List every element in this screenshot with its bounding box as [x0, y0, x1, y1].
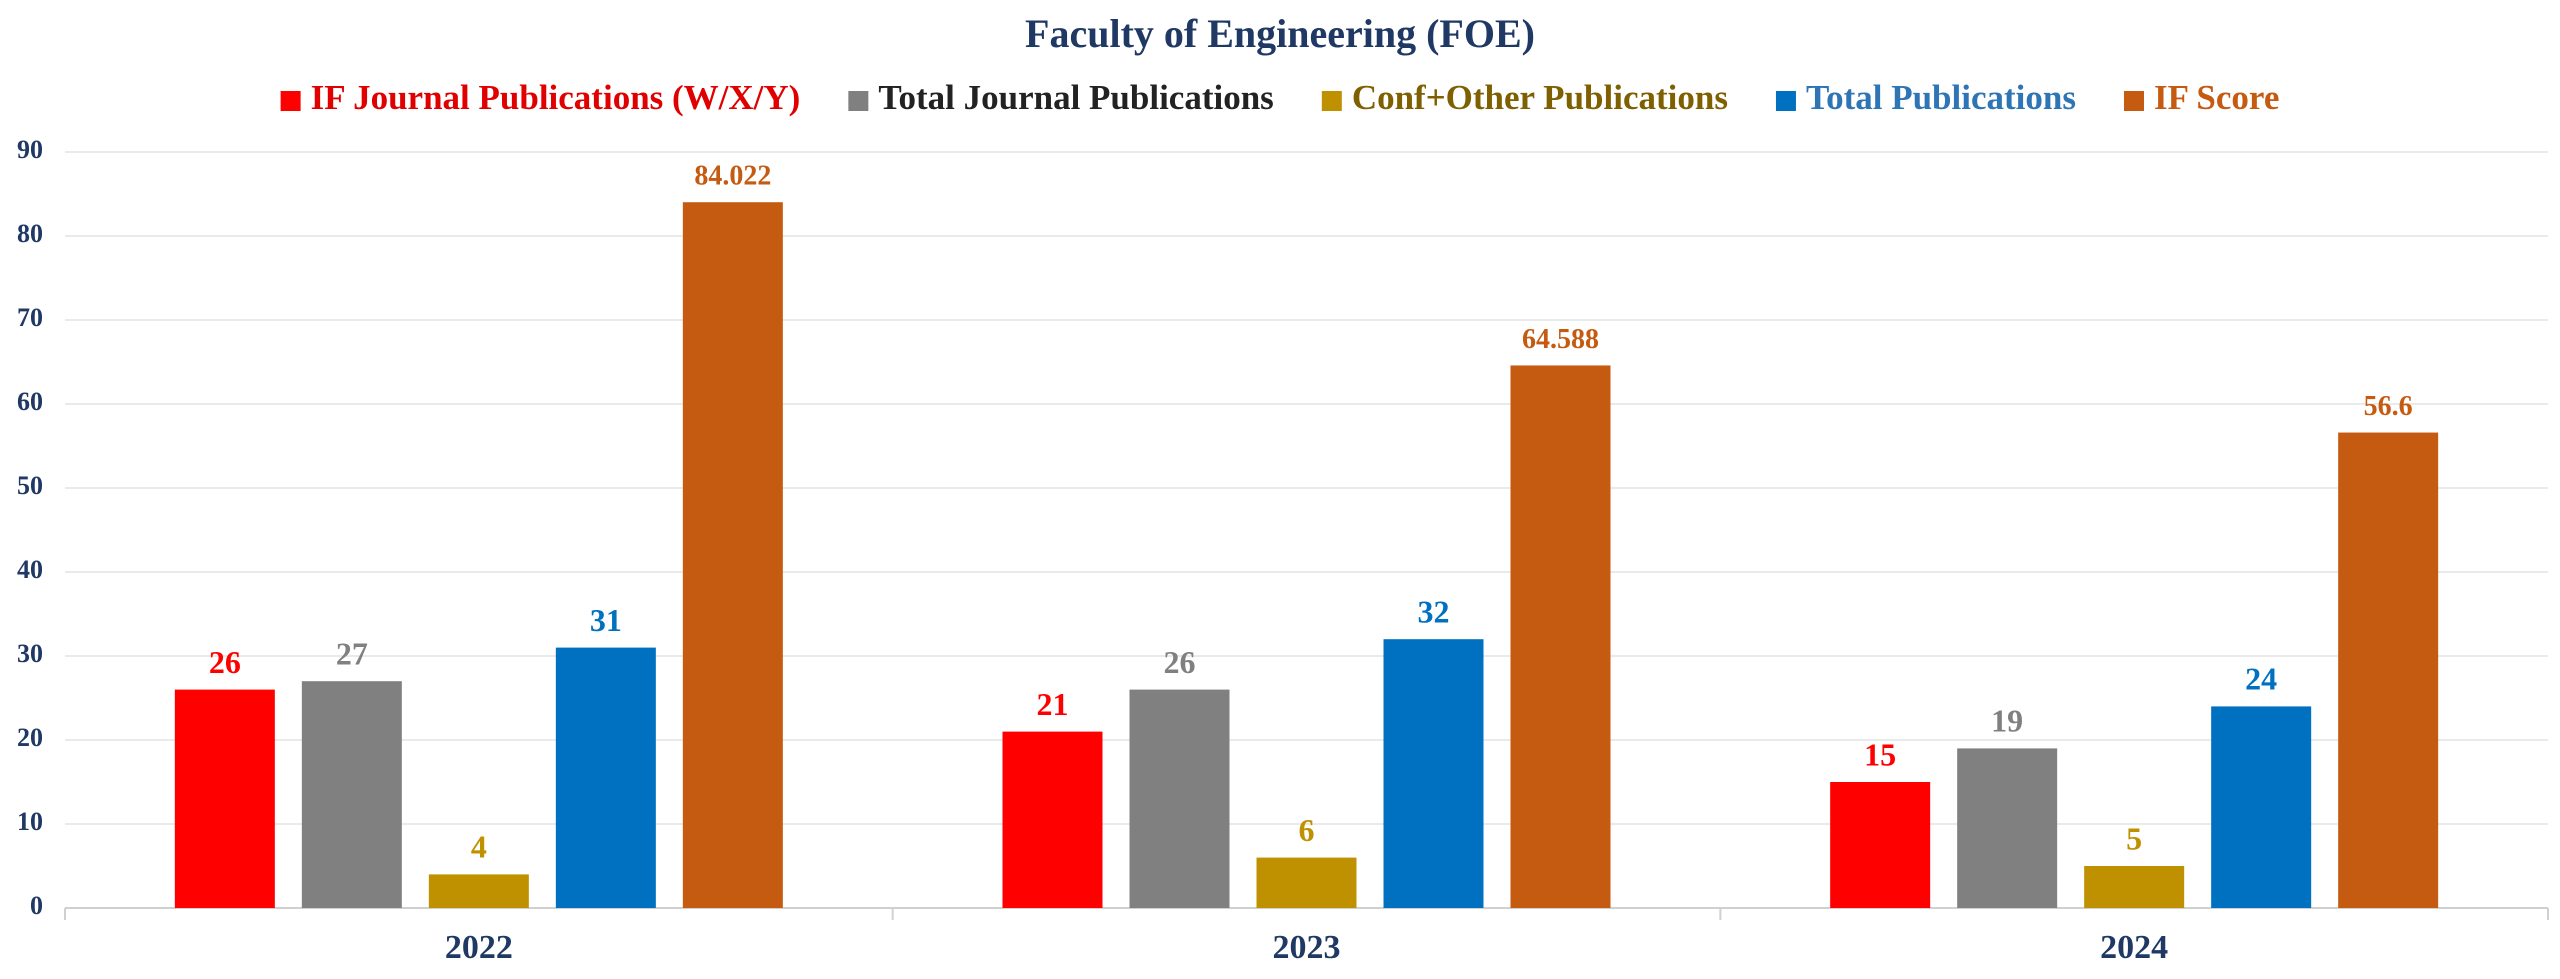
- chart-title: Faculty of Engineering (FOE): [1025, 11, 1535, 56]
- bar: [1129, 689, 1230, 908]
- y-tick-label: 30: [17, 639, 43, 668]
- value-label: 6: [1299, 812, 1315, 848]
- bar: [428, 874, 529, 908]
- y-tick-label: 50: [17, 471, 43, 500]
- value-label: 5: [2126, 820, 2142, 856]
- value-label: 21: [1037, 686, 1069, 722]
- legend-swatch: [280, 91, 301, 111]
- bar: [2084, 866, 2185, 908]
- value-label: 84.022: [694, 161, 771, 192]
- y-tick-label: 70: [17, 303, 43, 332]
- bar: [1510, 365, 1611, 908]
- y-tick-label: 20: [17, 723, 43, 752]
- value-label: 19: [1991, 703, 2023, 739]
- legend-swatch: [1775, 91, 1796, 111]
- value-label: 64.588: [1522, 324, 1599, 355]
- bar: [2211, 706, 2312, 908]
- value-label: 4: [471, 829, 487, 865]
- value-label: 31: [590, 602, 622, 638]
- bar: [2338, 432, 2439, 908]
- y-tick-label: 10: [17, 807, 43, 836]
- y-tick-label: 80: [17, 219, 43, 248]
- bar: [1256, 857, 1357, 908]
- value-label: 32: [1418, 594, 1450, 630]
- value-label: 26: [1164, 644, 1196, 680]
- y-tick-label: 40: [17, 555, 43, 584]
- value-label: 56.6: [2364, 391, 2413, 422]
- bar: [1002, 731, 1103, 908]
- bar: [174, 689, 275, 908]
- x-tick-label: 2022: [445, 929, 513, 966]
- bar: [1830, 782, 1931, 908]
- x-tick-label: 2023: [1273, 929, 1341, 966]
- legend-label: Conf+Other Publications: [1352, 78, 1728, 117]
- legend-label: Total Journal Publications: [878, 78, 1273, 117]
- legend: IF Journal Publications (W/X/Y) Total Jou…: [280, 78, 2279, 117]
- bar: [301, 681, 402, 908]
- y-tick-label: 0: [30, 891, 43, 920]
- value-label: 27: [336, 636, 368, 672]
- x-tick-label: 2024: [2100, 929, 2168, 966]
- bar: [1957, 748, 2058, 908]
- legend-swatch: [848, 91, 869, 111]
- value-label: 24: [2245, 661, 2277, 697]
- y-tick-label: 60: [17, 387, 43, 416]
- value-label: 15: [1864, 736, 1896, 772]
- legend-label: IF Score: [2154, 78, 2279, 117]
- bar: [1383, 639, 1484, 908]
- y-tick-label: 90: [17, 135, 43, 164]
- legend-swatch: [2123, 91, 2144, 111]
- value-label: 26: [209, 644, 241, 680]
- legend-swatch: [1321, 91, 1342, 111]
- bar: [682, 202, 783, 908]
- bar: [555, 647, 656, 908]
- legend-label: Total Publications: [1806, 78, 2076, 117]
- legend-label: IF Journal Publications (W/X/Y): [311, 78, 801, 117]
